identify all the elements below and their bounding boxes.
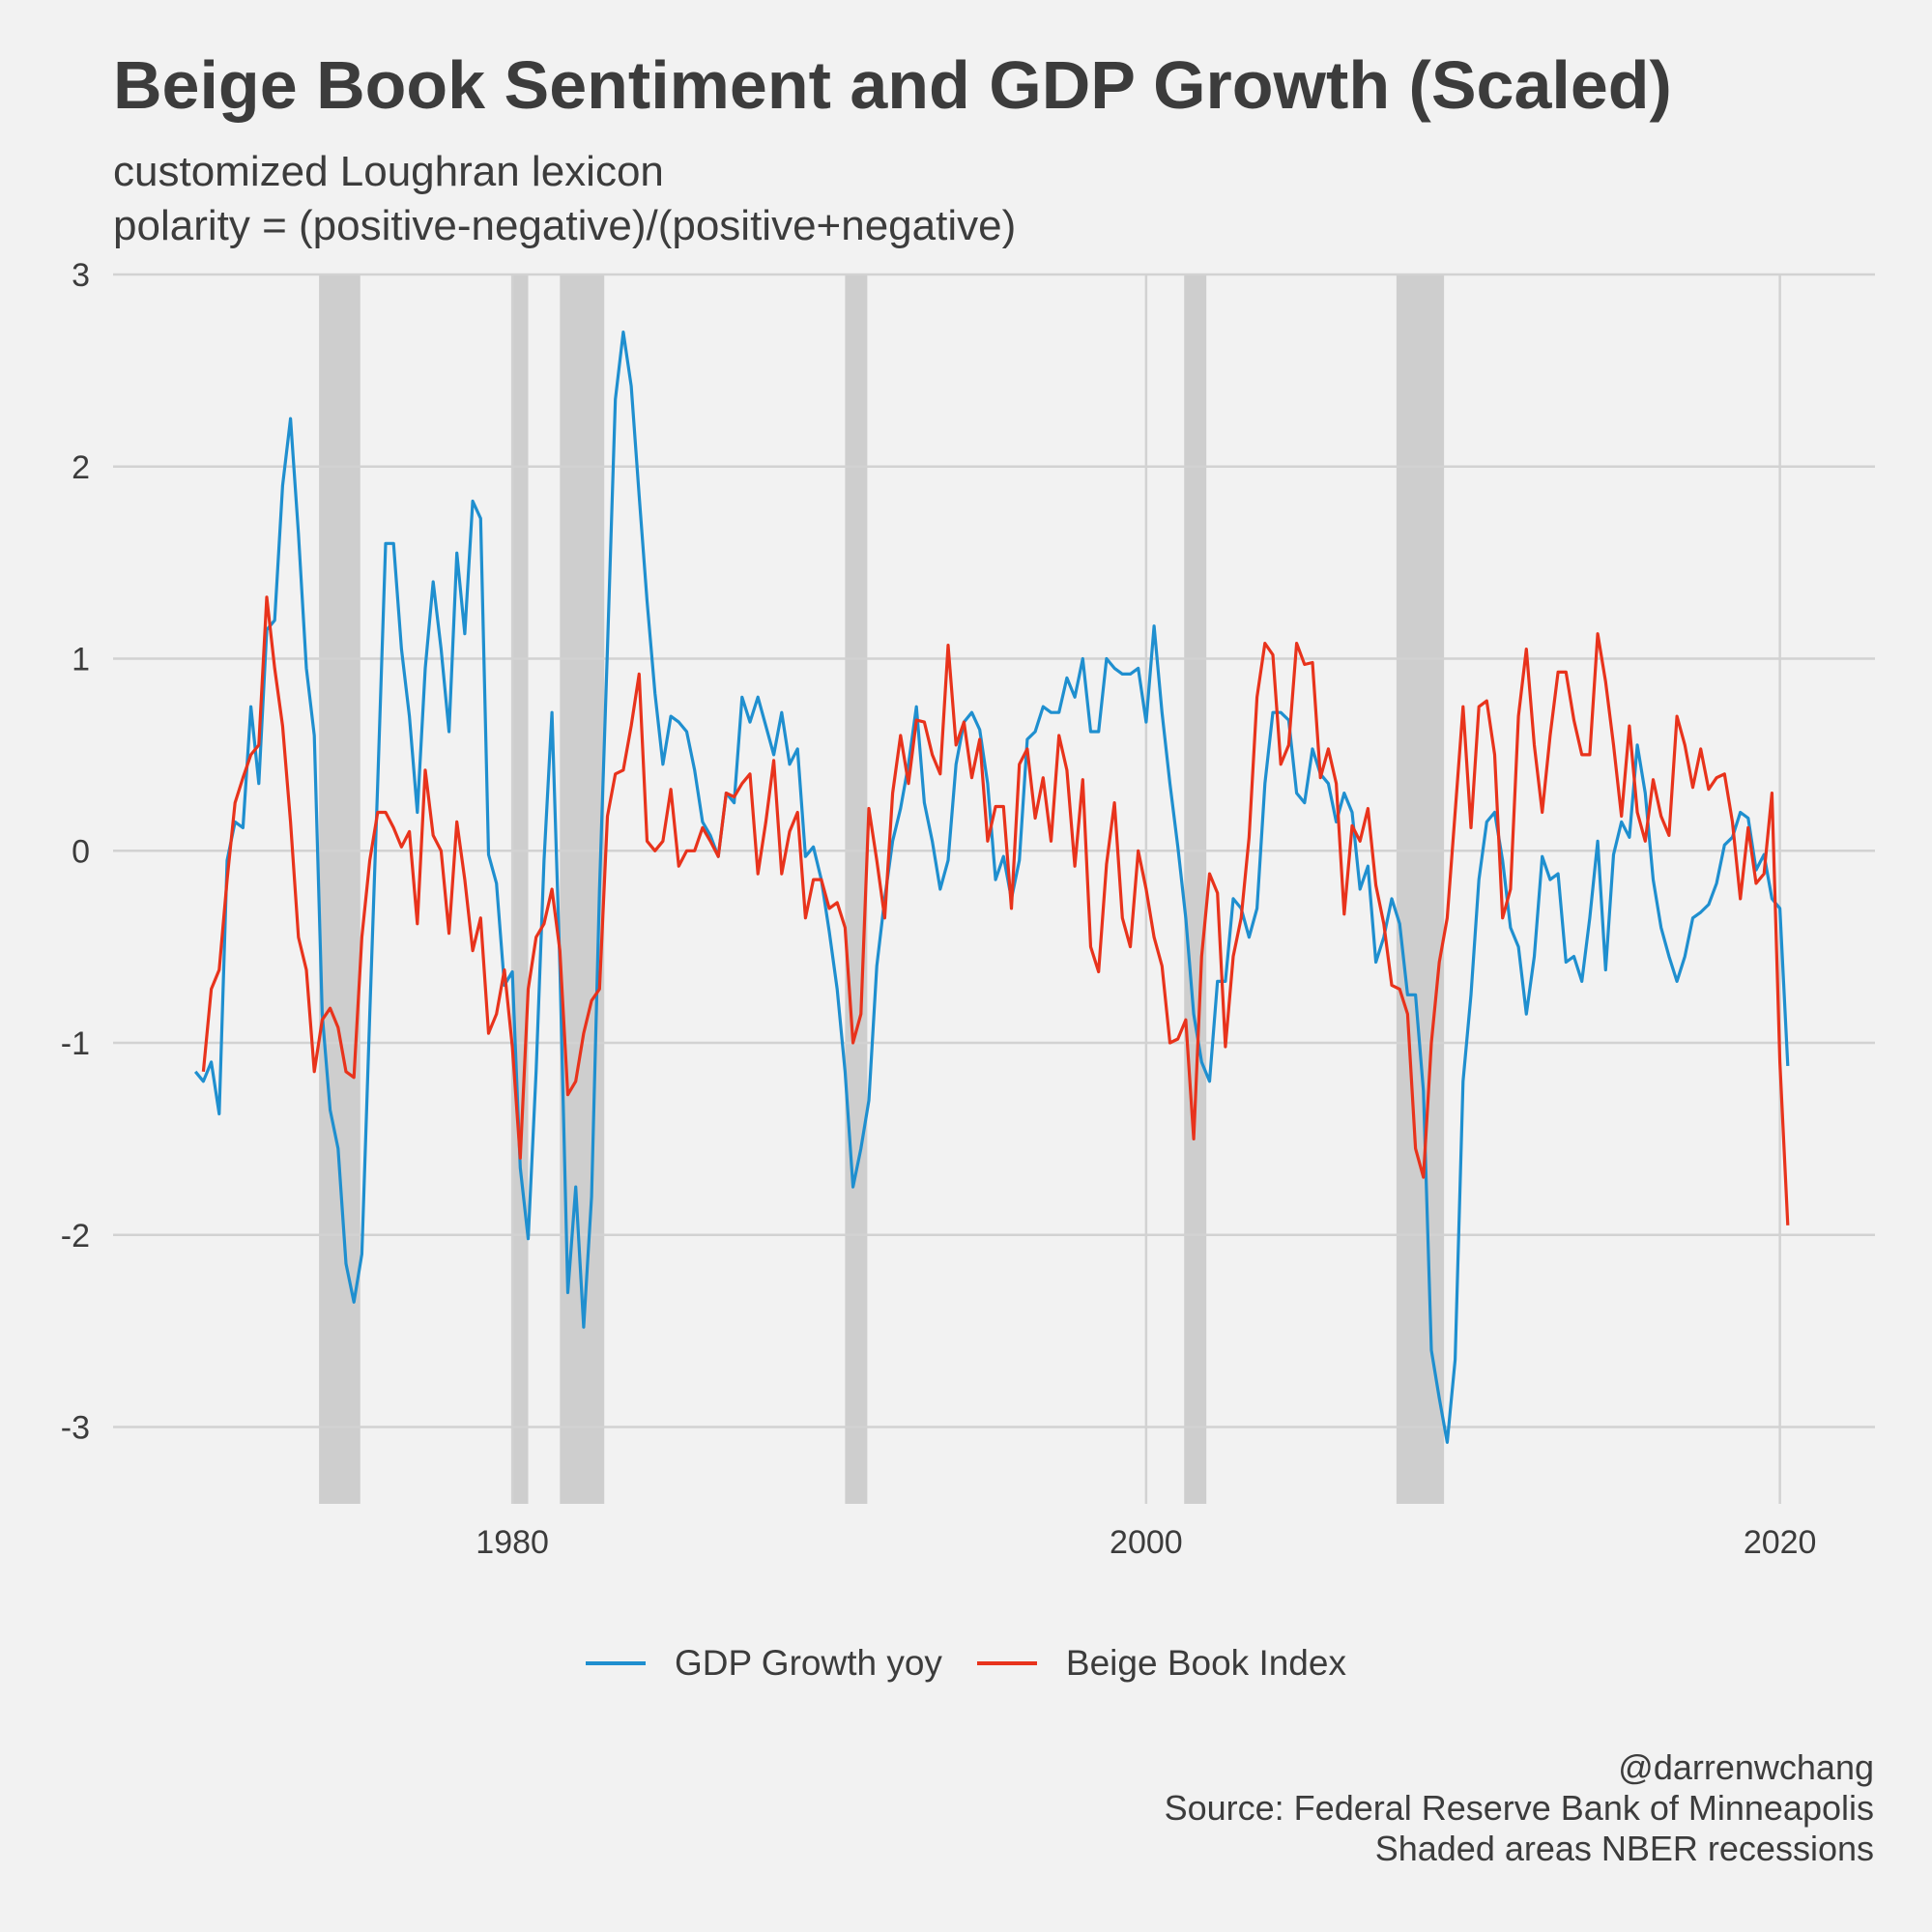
series-lines [193, 331, 1790, 1444]
y-tick-label-6: 3 [72, 257, 90, 294]
recession-band-4 [1184, 274, 1207, 1504]
legend-key-gdp [586, 1661, 647, 1665]
caption-author: @darrenwchang [1618, 1747, 1874, 1787]
chart-subtitle: customized Loughran lexicon polarity = (… [113, 145, 1016, 253]
x-tick-label-0: 1980 [476, 1524, 549, 1561]
legend-label-beige: Beige Book Index [1065, 1643, 1346, 1683]
caption: @darrenwchang Source: Federal Reserve Ba… [1165, 1747, 1874, 1869]
series-line-1 [201, 595, 1790, 1226]
series-line-0 [193, 331, 1790, 1444]
subtitle-line-2: polarity = (positive-negative)/(positive… [113, 202, 1017, 249]
legend: GDP Growth yoy Beige Book Index [0, 1643, 1932, 1684]
caption-note: Shaded areas NBER recessions [1374, 1829, 1874, 1868]
legend-label-gdp: GDP Growth yoy [675, 1643, 942, 1683]
chart-title: Beige Book Sentiment and GDP Growth (Sca… [113, 47, 1672, 123]
x-tick-label-2: 2020 [1744, 1524, 1817, 1561]
legend-key-beige [976, 1661, 1037, 1665]
x-axis-tick-labels: 1980 2000 2020 [476, 1524, 1816, 1561]
legend-item-beige: Beige Book Index [976, 1643, 1346, 1684]
y-tick-label-3: 0 [72, 833, 90, 870]
recession-band-5 [1396, 274, 1445, 1504]
y-tick-label-0: -3 [61, 1410, 90, 1447]
legend-item-gdp: GDP Growth yoy [586, 1643, 942, 1684]
recession-band-1 [512, 274, 529, 1504]
recession-band-3 [845, 274, 868, 1504]
x-tick-label-1: 2000 [1110, 1524, 1183, 1561]
y-tick-label-2: -1 [61, 1025, 90, 1062]
y-tick-label-1: -2 [61, 1218, 90, 1254]
caption-source: Source: Federal Reserve Bank of Minneapo… [1164, 1788, 1874, 1828]
y-tick-label-4: 1 [72, 642, 90, 678]
y-axis-tick-labels: -3 -2 -1 0 1 2 3 [61, 257, 90, 1447]
recession-band-0 [319, 274, 360, 1504]
y-tick-label-5: 2 [72, 449, 90, 486]
subtitle-line-1: customized Loughran lexicon [113, 148, 664, 195]
